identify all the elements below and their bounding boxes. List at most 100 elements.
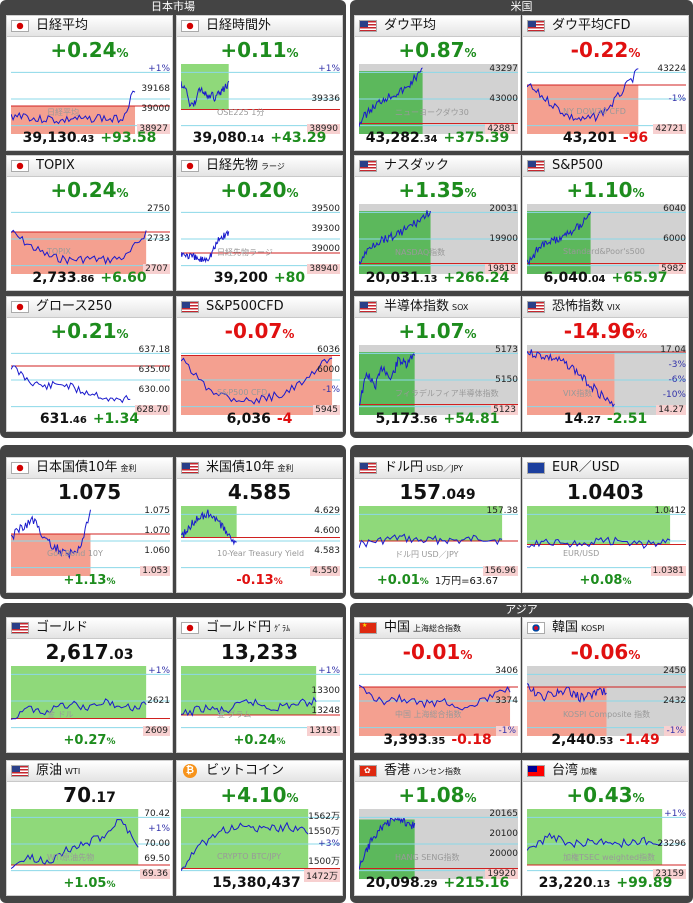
chart-axis-label: 5123: [491, 405, 518, 415]
main-value: +0.11%: [177, 38, 342, 65]
chart-watermark: VIX指数: [563, 389, 593, 399]
card-subtitle: VIX: [607, 303, 621, 312]
main-value: 2,617.03: [7, 640, 172, 667]
us-flag-icon: [359, 160, 377, 172]
market-card-oil[interactable]: 原油 WTI 70.17 WTI原油先物 70.42 +1% 70.00 69.50 69.36…: [6, 760, 173, 896]
market-card-topix[interactable]: TOPIX +0.24% TOPIX 2750 2733 2707 2,733.86 +6.6…: [6, 155, 173, 291]
market-card-usdjpy[interactable]: ドル円 USD／JPY 157.049 ドル円 USD／JPY 157.38 156.96…: [354, 457, 521, 593]
chart-axis-label: 38927: [137, 124, 170, 134]
jp-flag-icon: [11, 20, 29, 32]
chart-watermark: 中国 上海総合指数: [395, 710, 462, 720]
market-card-gold[interactable]: ゴールド 2,617.03 金 ドル +1% 2621 2609 +0.27%: [6, 617, 173, 753]
price-integer: 43,282: [365, 130, 420, 146]
market-card-vix[interactable]: 恐怖指数 VIX -14.96% VIX指数 17.04 -3% -6% -10% 14.27 1…: [522, 296, 689, 432]
chart-axis-label: +1%: [318, 666, 340, 676]
price-decimals: .53: [595, 736, 614, 747]
chart-axis-label: 5982: [659, 264, 686, 274]
us-flag-icon: [527, 160, 545, 172]
chart-axis-label: 628.70: [134, 405, 170, 415]
chart-axis-label: 39300: [311, 224, 340, 234]
card-title: 日経平均: [36, 18, 91, 35]
card-name: ナスダック: [384, 158, 450, 173]
jp-flag-icon: [11, 462, 29, 474]
chart-axis-label: 20165: [489, 809, 518, 819]
chart-axis-label: 43224: [657, 64, 686, 74]
chart-axis-label: -3%: [668, 360, 686, 370]
price-integer: 20,031: [365, 270, 420, 286]
main-value-unit: %: [282, 327, 295, 341]
chart-axis-label: 39168: [141, 84, 170, 94]
market-card-dow[interactable]: ダウ平均 +0.87% ニューヨークダウ30 43297 43000 42881 43,28…: [354, 15, 521, 151]
market-card-nasdaq[interactable]: ナスダック +1.35% NASDAQ指数 20031 19900 19818 20,031…: [354, 155, 521, 291]
card-header: 原油 WTI: [7, 761, 172, 782]
market-card-jgb10[interactable]: 日本国債10年 金利 1.075 Gov.Bond 10Y 1.075 1.070 1.06…: [6, 457, 173, 593]
card-header: ダウ平均CFD: [523, 16, 688, 37]
intraday-chart: [359, 204, 518, 274]
main-value-unit: %: [632, 186, 645, 200]
intraday-chart: [11, 509, 170, 576]
chart-axis-label: 70.00: [144, 839, 170, 849]
market-card-korea[interactable]: 韓国 KOSPI -0.06% KOSPI Composite 指数 2450 2432 -…: [522, 617, 689, 753]
main-value: +0.24%: [7, 38, 172, 65]
card-name: 恐怖指数: [552, 299, 605, 314]
percent-unit: %: [106, 737, 116, 747]
market-card-ust10[interactable]: 米国債10年 金利 4.585 10-Year Treasury Yield 4.629…: [176, 457, 343, 593]
market-card-nikkei[interactable]: 日経平均 +0.24% 日経平均 +1% 39168 39000 38927 39,130.4…: [6, 15, 173, 151]
chart-fill: [527, 211, 591, 274]
chart-axis-label: 20000: [489, 849, 518, 859]
chart-price-line: [11, 90, 136, 125]
card-header: ナスダック: [355, 156, 520, 177]
price-integer: 39,080: [192, 130, 247, 146]
us-flag-icon: [181, 462, 199, 474]
card-header: TOPIX: [7, 156, 172, 177]
market-card-sox[interactable]: 半導体指数 SOX +1.07% フィラデルフィア半導体指数 5173 5150 5123 5…: [354, 296, 521, 432]
kr-flag-icon: [527, 622, 545, 634]
card-name: 日経先物: [206, 158, 259, 173]
card-name: ゴールド: [36, 620, 89, 635]
jp-flag-icon: [11, 160, 29, 172]
jp-flag-icon: [181, 160, 199, 172]
market-card-growth[interactable]: グロース250 +0.21% 637.18 635.00 630.00 628.70 631…: [6, 296, 173, 432]
main-value-number: +0.24: [50, 178, 117, 202]
chart-fill: [527, 506, 671, 545]
chart-axis-label: 2621: [147, 696, 170, 706]
card-name: TOPIX: [36, 158, 75, 173]
intraday-chart: [359, 673, 518, 736]
price-footer: 6,040.04 +65.97: [523, 270, 688, 288]
price-footer: 39,200 +80: [177, 270, 342, 288]
price-decimals: .27: [583, 415, 601, 426]
market-card-taiwan[interactable]: 台湾 加権 +0.43% 加権TSEC weighted指数 +1% 23296 23159…: [522, 760, 689, 896]
chart-fill: [181, 64, 229, 110]
chart-axis-label: 1500万: [308, 857, 340, 867]
card-name: 日経時間外: [206, 18, 272, 33]
us-flag-icon: [181, 301, 199, 313]
us-flag-icon: [527, 301, 545, 313]
chart-axis-label: -6%: [668, 375, 686, 385]
market-card-bitcoin[interactable]: ₿ ビットコイン +4.10% CRYPTO BTC/JPY 1562万 1550万 +3%…: [176, 760, 343, 896]
chart-axis-label: 1.0381: [650, 566, 686, 576]
card-header: S&P500: [523, 156, 688, 177]
market-card-dow-cfd[interactable]: ダウ平均CFD -0.22% NY DOW30 CFD 43224 -1% 42721 43…: [522, 15, 689, 151]
chart-price-line: [359, 533, 503, 549]
market-card-gold-jpy[interactable]: ゴールド円 ｸﾞﾗﾑ 13,233 金 グラム +1% 13300 13248 13191 +0…: [176, 617, 343, 753]
intraday-chart: [359, 506, 518, 569]
main-value-number: +0.21: [50, 319, 117, 343]
price-integer: 15,380,437: [212, 875, 301, 891]
market-card-sp500[interactable]: S&P500 +1.10% Standard&Poor's500 6040 6000 59…: [522, 155, 689, 291]
market-card-sp500-cfd[interactable]: S&P500CFD -0.07% S&P500 CFD 6036 6000 -1% 5945…: [176, 296, 343, 432]
main-value-number: -0.07: [224, 319, 283, 343]
chart-axis-label: 2733: [147, 234, 170, 244]
chart-axis-label: 630.00: [138, 385, 171, 395]
market-card-eurusd[interactable]: EUR／USD 1.0403 EUR/USD 1.0412 1.0381 +0.08%: [522, 457, 689, 593]
main-value-number: 4.585: [227, 480, 292, 504]
main-value-number: +1.10: [566, 178, 633, 202]
main-value-unit: %: [116, 46, 129, 60]
chart-fill: [11, 232, 147, 274]
market-card-nikkei-after[interactable]: 日経時間外 +0.11% OSE225 1分 +1% 39336 38990 39,080.…: [176, 15, 343, 151]
market-card-nikkei-fut[interactable]: 日経先物 ラージ +0.20% 日経先物ラージ 39500 39300 39000 38940…: [176, 155, 343, 291]
chart-axis-label: 13248: [311, 706, 340, 716]
chart-axis-label: 1.053: [140, 566, 170, 576]
